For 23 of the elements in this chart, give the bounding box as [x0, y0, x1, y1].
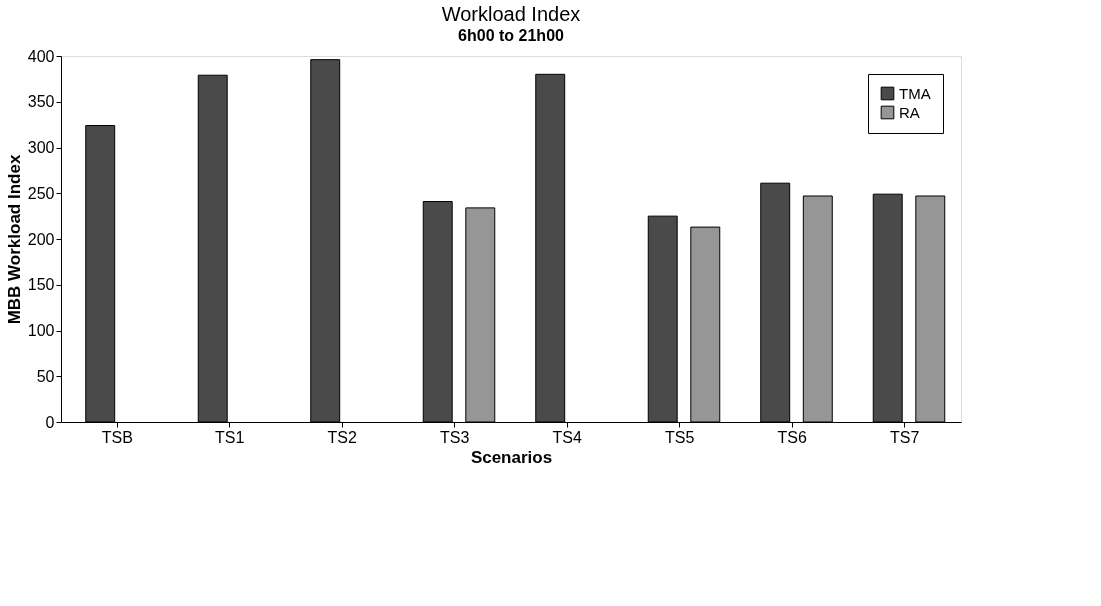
legend-label: TMA — [899, 84, 931, 102]
y-tick-label: 50 — [36, 367, 55, 385]
chart-subtitle: 6h00 to 21h00 — [458, 27, 565, 44]
x-tick-label: TS3 — [440, 428, 470, 446]
y-tick-label: 350 — [27, 93, 55, 111]
x-tick-label: TS7 — [890, 428, 920, 446]
legend-label: RA — [899, 103, 920, 121]
x-tick-label: TS5 — [665, 428, 695, 446]
y-tick-label: 400 — [27, 47, 55, 65]
chart-title: Workload Index — [441, 3, 581, 25]
x-tick-label: TS2 — [327, 428, 358, 446]
x-tick-label: TSB — [101, 428, 133, 446]
y-tick-label: 150 — [27, 276, 55, 294]
y-tick-label: 300 — [27, 139, 55, 156]
x-tick-label: TS1 — [215, 428, 245, 446]
x-tick-label: TS6 — [777, 428, 808, 446]
y-tick-label: 250 — [27, 184, 55, 202]
y-tick-label: 0 — [45, 413, 55, 431]
y-tick-label: 200 — [27, 230, 55, 248]
x-axis-title: Scenarios — [470, 447, 553, 467]
y-tick-label: 100 — [27, 322, 55, 339]
x-tick-label: TS4 — [552, 428, 583, 446]
y-axis-title: MBB Workload Index — [4, 154, 24, 325]
